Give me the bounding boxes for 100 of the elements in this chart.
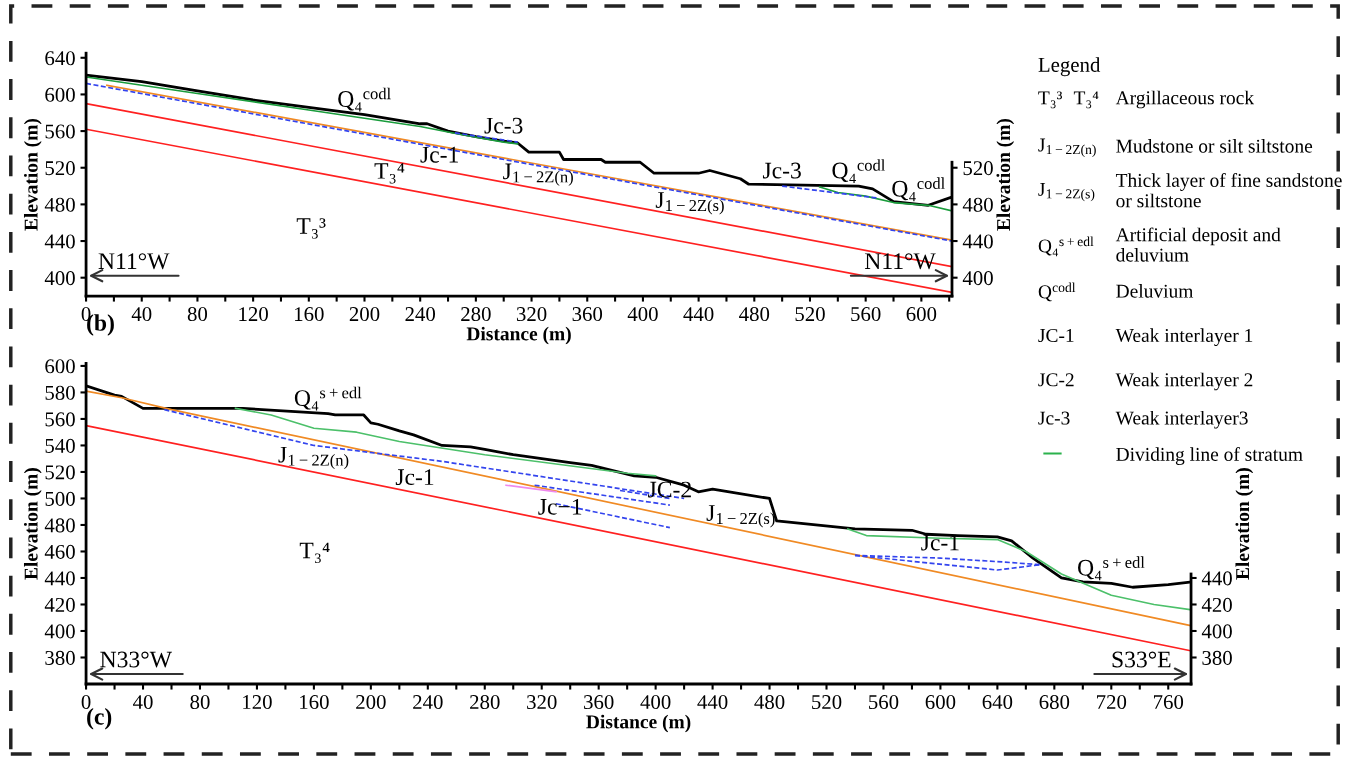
annotation: Weak interlayer 2 (1115, 372, 1253, 391)
y-tick-label: 640 (45, 51, 75, 66)
x-tick-label: 120 (243, 695, 272, 710)
x-tick-label: 280 (470, 695, 500, 710)
text: Weak interlayer 1 (1115, 328, 1253, 347)
annotation: JC-2 (1038, 373, 1074, 387)
x-tick-label: 400 (640, 695, 671, 710)
annotation: N11°W (98, 253, 170, 270)
y-tick-label: 520 (45, 161, 75, 176)
text: Deluvium (1116, 284, 1194, 298)
y-tick-label: 400 (44, 624, 75, 639)
y-tick-label: 520 (45, 465, 75, 480)
y-tick-label: 440 (44, 234, 75, 249)
y-tick-label: 560 (45, 124, 75, 139)
x-tick-label: 760 (1154, 695, 1184, 710)
text: Mudstone or silt siltstone (1116, 139, 1313, 153)
y-tick-label: 480 (44, 197, 75, 212)
annotation: Q₄$^{s+edl}$ (1078, 556, 1145, 581)
annotation: T₃³ (296, 218, 326, 239)
x-tick-label: 600 (925, 695, 956, 710)
x-tick-label: 680 (1039, 695, 1070, 710)
y2-tick-label: 420 (1201, 597, 1232, 612)
x-tick-label: 80 (190, 695, 210, 710)
x-tick-label: 560 (869, 695, 899, 710)
y2-tick-label: 480 (962, 197, 993, 212)
x-tick-label: 560 (851, 307, 881, 322)
text: T₃⁴ (1073, 91, 1099, 109)
x-tick-label: 40 (133, 695, 153, 710)
annotation: T₃⁴ (374, 163, 405, 184)
x-tick-label: 440 (697, 695, 728, 710)
y2-axis-title: Elevation (m) (996, 119, 1015, 231)
x-tick-label: 400 (627, 307, 658, 322)
x-tick-label: 0 (81, 695, 91, 710)
text: (c) (87, 708, 112, 730)
x-tick-label: 200 (349, 307, 380, 322)
annotation: Jc-1 (420, 146, 458, 163)
annotation: Jc-3 (484, 117, 523, 134)
y2-tick-label: 440 (962, 234, 993, 249)
annotation: Jc-3 (1038, 411, 1070, 425)
text: Q₄$^{s+edl}$ (1038, 236, 1094, 257)
x-tick-label: 200 (356, 695, 386, 710)
text: J$_{1−2Z(n)}$ (1038, 138, 1096, 157)
x-tick-label: 640 (982, 695, 1013, 710)
text: Argillaceous rock (1115, 90, 1255, 109)
text: JC-1 (1038, 328, 1074, 343)
annotation: Jc-3 (762, 162, 801, 179)
x-tick-label: 160 (295, 307, 324, 322)
text: J$_{1−2Z(s)}$ (1038, 182, 1095, 202)
annotation: Q₄$^{codl}$ (892, 177, 945, 202)
text: Q$^{codl}$ (1038, 282, 1076, 302)
x-tick-label: 160 (300, 695, 329, 710)
x-tick-label: 280 (461, 307, 491, 322)
y-axis-title: Elevation (m) (23, 468, 42, 580)
annotation: N33°W (100, 651, 172, 668)
y-tick-label: 380 (45, 650, 75, 665)
y-tick-label: 400 (44, 271, 75, 286)
x-axis-title: Distance (m) (466, 326, 571, 345)
annotation: Q₄$^{codl}$ (338, 87, 391, 112)
y-tick-label: 600 (45, 359, 75, 374)
annotation: T₃⁴ (299, 542, 330, 564)
y2-tick-label: 520 (963, 161, 993, 176)
annotation: Q₄$^{codl}$ (832, 159, 886, 183)
annotation: N11°W (864, 253, 936, 270)
x-tick-label: 240 (413, 695, 443, 710)
y2-tick-label: 400 (962, 271, 993, 286)
x-tick-label: 120 (239, 307, 268, 322)
text: Artificial deposit and deluvium (1115, 227, 1281, 262)
x-tick-label: 40 (131, 307, 152, 322)
y2-tick-label: 440 (1201, 571, 1232, 586)
annotation: J$_{1−2Z(s)}$ (706, 505, 775, 528)
y-tick-label: 460 (44, 544, 75, 559)
text: T₃³ (1038, 91, 1063, 109)
x-tick-label: 720 (1097, 695, 1127, 710)
x-tick-label: 360 (572, 307, 603, 322)
y-tick-label: 560 (45, 412, 75, 427)
annotation: J$_{1−2Z(s)}$ (655, 192, 724, 215)
x-tick-label: 440 (683, 307, 714, 322)
y2-tick-label: 400 (1201, 624, 1232, 639)
x-tick-label: 320 (527, 695, 557, 710)
x-axis-title: Distance (m) (586, 714, 691, 733)
annotation: Jc-1 (395, 469, 434, 486)
annotation: Dividing line of stratum (1116, 447, 1303, 465)
x-tick-label: 600 (906, 307, 937, 322)
annotation: Jc-1 (921, 534, 959, 551)
text: Thick layer of fine sandstone or siltstone (1115, 173, 1342, 208)
y-tick-label: 580 (45, 385, 75, 400)
y-tick-label: 600 (45, 87, 75, 102)
annotation: Q₄$^{s+edl}$ (294, 386, 362, 411)
x-tick-label: 80 (187, 307, 208, 322)
x-tick-label: 480 (739, 307, 770, 322)
y-tick-label: 480 (44, 518, 75, 533)
text: Legend (1038, 57, 1101, 77)
x-tick-label: 240 (405, 307, 436, 322)
y2-tick-label: 380 (1202, 650, 1232, 665)
y-tick-label: 500 (45, 491, 75, 506)
y-tick-label: 440 (44, 571, 75, 586)
x-tick-label: 360 (584, 695, 614, 710)
x-tick-label: 520 (812, 695, 842, 710)
annotation: JC-2 (648, 481, 691, 498)
y-axis-title: Elevation (m) (23, 119, 42, 231)
